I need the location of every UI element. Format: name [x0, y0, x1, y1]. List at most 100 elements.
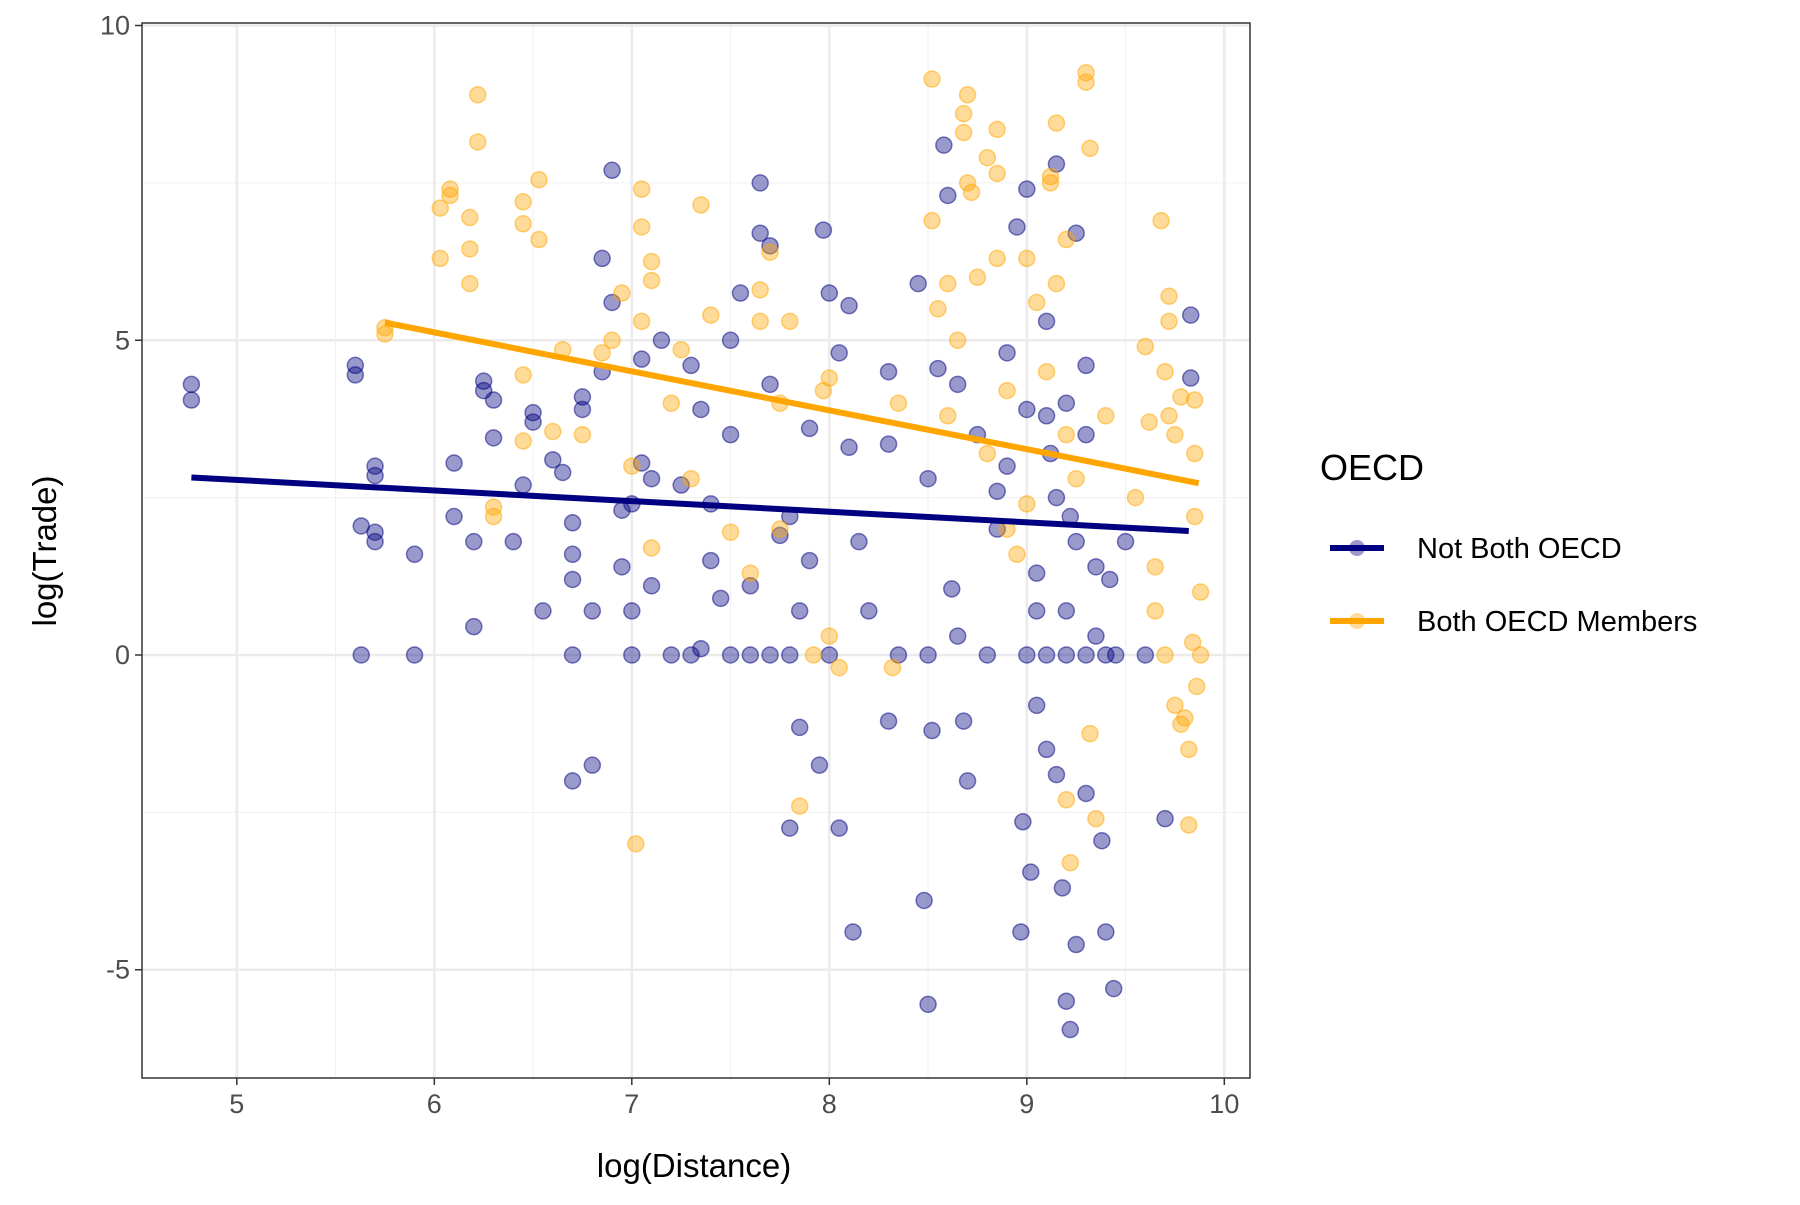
legend: OECD Not Both OECD Both OECD Members: [1320, 447, 1697, 638]
data-point: [948, 331, 967, 350]
data-point: [939, 407, 957, 425]
data-point: [1041, 167, 1060, 186]
data-point: [978, 148, 997, 167]
data-point: [943, 580, 961, 598]
data-point: [790, 602, 809, 620]
data-point: [820, 284, 839, 302]
data-point: [820, 627, 839, 645]
data-point: [642, 577, 661, 595]
data-point: [1172, 388, 1190, 406]
data-point: [1012, 923, 1030, 941]
data-point: [632, 454, 651, 472]
data-point: [919, 469, 937, 488]
data-point: [182, 375, 201, 394]
data-point: [844, 923, 862, 941]
data-point: [1126, 488, 1145, 507]
data-point: [810, 756, 829, 774]
data-point: [1156, 646, 1174, 664]
data-point: [1160, 287, 1178, 305]
data-point: [1136, 646, 1155, 664]
data-point: [751, 281, 769, 299]
data-point: [830, 658, 848, 677]
data-point: [879, 435, 898, 453]
data-point: [346, 356, 365, 375]
data-point: [781, 312, 799, 331]
data-point: [627, 835, 645, 853]
fit-line: [384, 319, 1200, 487]
panel-border: [141, 22, 1251, 1079]
legend-label: Not Both OECD: [1417, 533, 1622, 565]
data-point: [761, 375, 779, 394]
data-point: [593, 344, 611, 362]
data-point: [702, 306, 720, 324]
data-point: [1187, 677, 1206, 696]
data-point: [954, 104, 973, 123]
data-points: [182, 63, 1210, 1039]
data-point: [366, 532, 384, 551]
data-point: [741, 646, 760, 664]
data-point: [1018, 180, 1036, 198]
data-point: [573, 400, 592, 419]
data-point: [603, 331, 621, 350]
data-point: [1037, 362, 1056, 381]
data-point: [405, 646, 424, 664]
y-tick-label: -5: [106, 955, 130, 985]
data-point: [1191, 646, 1210, 664]
data-point: [909, 274, 927, 293]
data-point: [1116, 532, 1135, 551]
data-point: [1061, 853, 1080, 872]
data-point: [366, 523, 384, 541]
data-point: [860, 602, 878, 620]
data-point: [741, 564, 760, 582]
data-point: [1183, 633, 1202, 652]
data-point: [692, 639, 710, 658]
data-point: [998, 344, 1016, 362]
data-point: [1172, 715, 1190, 733]
data-point: [1037, 740, 1056, 759]
data-point: [1104, 979, 1123, 998]
data-point: [923, 721, 941, 740]
data-point: [530, 170, 548, 189]
data-point: [1067, 469, 1085, 488]
data-point: [958, 86, 977, 104]
data-point: [1101, 570, 1119, 589]
data-point: [642, 469, 661, 488]
data-point: [563, 545, 582, 564]
legend-key-point: [1349, 613, 1365, 629]
data-point: [800, 551, 819, 570]
data-point: [484, 429, 503, 447]
data-point: [1014, 813, 1032, 831]
data-point: [1097, 923, 1115, 941]
data-point: [514, 366, 532, 384]
data-point: [642, 539, 661, 557]
data-point: [445, 507, 463, 526]
data-point: [672, 340, 690, 359]
x-axis-label: log(Distance): [597, 1147, 791, 1184]
data-point: [954, 712, 973, 730]
data-point: [889, 394, 908, 412]
data-point: [1067, 532, 1085, 551]
data-point: [1008, 545, 1026, 564]
data-point: [879, 362, 898, 381]
data-point: [751, 224, 769, 242]
data-point: [1081, 724, 1099, 743]
data-point: [968, 268, 987, 287]
data-point: [603, 161, 621, 180]
data-point: [929, 300, 947, 318]
data-point: [1057, 602, 1076, 620]
data-point: [761, 243, 779, 261]
data-point: [1057, 646, 1076, 664]
data-point: [544, 422, 562, 441]
data-point: [1087, 627, 1105, 645]
data-point: [441, 186, 459, 205]
legend-label: Both OECD Members: [1417, 606, 1697, 638]
data-point: [1136, 337, 1155, 356]
data-point: [741, 577, 760, 595]
data-point: [978, 646, 997, 664]
data-point: [461, 274, 479, 293]
data-point: [1185, 391, 1204, 409]
data-point: [1081, 139, 1099, 158]
data-point: [1087, 809, 1105, 828]
data-point: [711, 589, 730, 608]
